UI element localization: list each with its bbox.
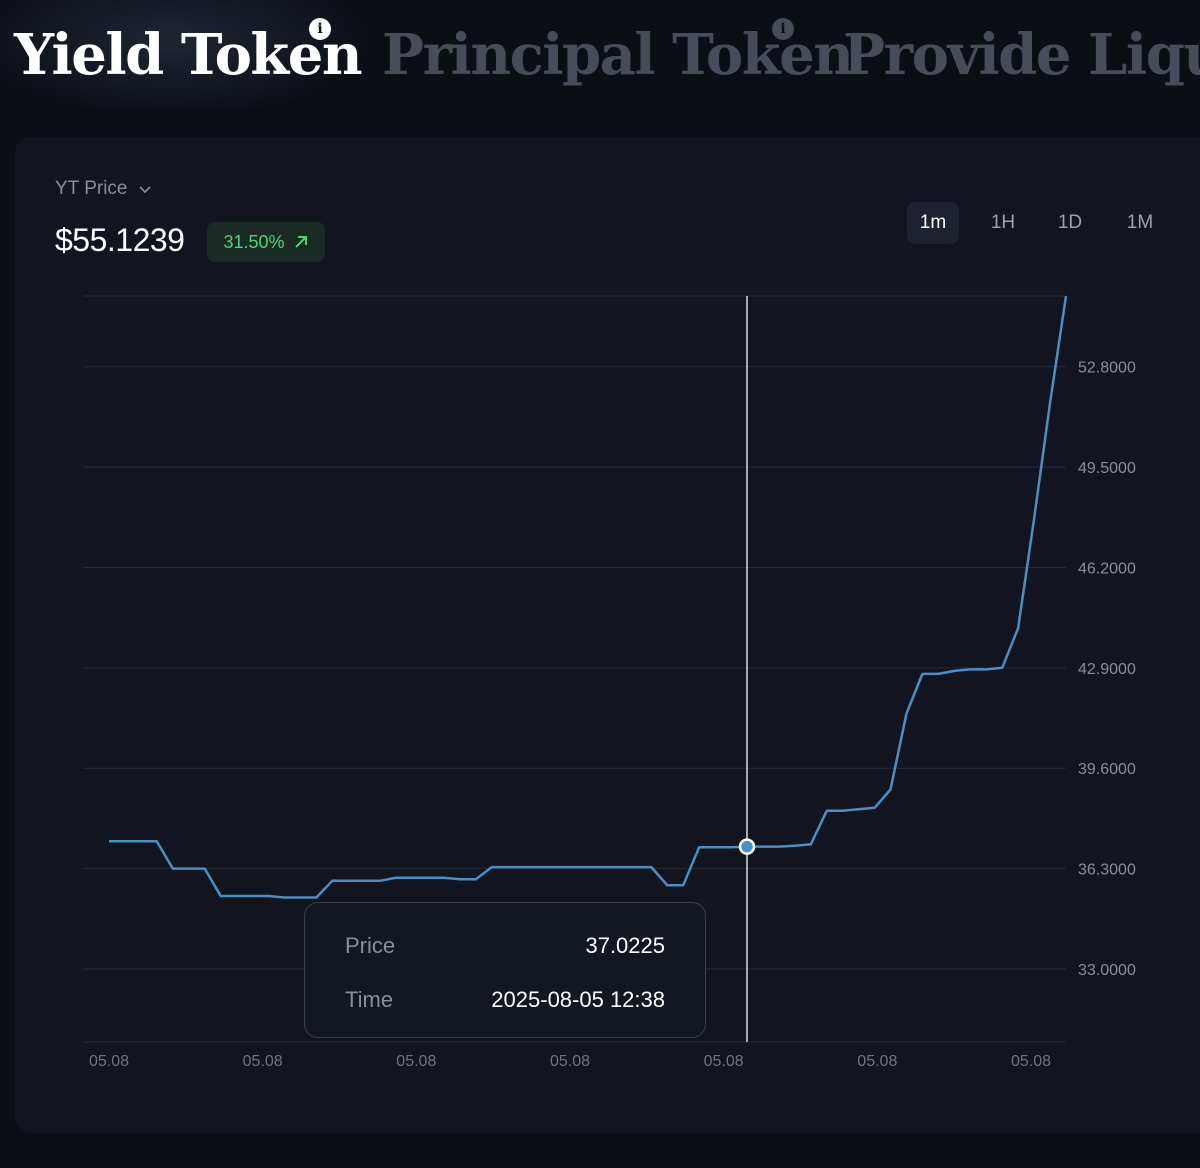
x-tick-label: 05.08	[1011, 1053, 1051, 1070]
chart-tooltip: Price 37.0225 Time 2025-08-05 12:38	[304, 902, 706, 1038]
x-tick-label: 05.08	[243, 1053, 283, 1070]
range-1d[interactable]: 1D	[1057, 212, 1083, 233]
price-series-line	[109, 295, 1068, 899]
hover-point	[738, 838, 756, 855]
metric-selector[interactable]: YT Price	[55, 178, 152, 200]
price-change-value: 31.50%	[223, 231, 285, 252]
tab-bar: Yield Token i Principal Token i Provide …	[0, 0, 1200, 110]
arrow-up-right-icon	[294, 236, 307, 248]
tooltip-time-label: Time	[345, 987, 394, 1012]
x-tick-label: 05.08	[396, 1053, 436, 1070]
y-tick-label: 39.6000	[1078, 761, 1136, 778]
y-tick-label: 36.3000	[1078, 862, 1136, 879]
yield-token-info-icon[interactable]: i	[309, 18, 331, 40]
x-tick-label: 05.08	[89, 1053, 129, 1070]
range-1mo[interactable]: 1M	[1126, 212, 1154, 233]
chevron-down-icon	[138, 186, 151, 194]
range-1h[interactable]: 1H	[990, 212, 1016, 233]
y-tick-label: 33.0000	[1078, 962, 1136, 979]
principal-token-info-icon[interactable]: i	[772, 18, 794, 40]
x-tick-label: 05.08	[857, 1053, 897, 1070]
x-tick-label: 05.08	[550, 1053, 590, 1070]
tooltip-price-label: Price	[345, 933, 396, 958]
y-tick-label: 46.2000	[1078, 560, 1136, 577]
tooltip-price-value: 37.0225	[585, 933, 665, 958]
y-tick-label: 49.5000	[1078, 460, 1136, 477]
y-tick-label: 42.9000	[1078, 661, 1136, 678]
y-tick-label: 52.8000	[1078, 360, 1136, 377]
tab-yield-token[interactable]: Yield Token	[14, 22, 363, 88]
current-price: $55.1239	[55, 222, 185, 258]
price-change-badge: 31.50%	[207, 222, 325, 262]
metric-label: YT Price	[55, 178, 128, 199]
x-tick-label: 05.08	[704, 1053, 744, 1070]
tab-provide-liquidity[interactable]: Provide Liquidity	[843, 22, 1200, 88]
range-1m[interactable]: 1m	[907, 202, 959, 244]
tooltip-time-value: 2025-08-05 12:38	[491, 987, 665, 1012]
